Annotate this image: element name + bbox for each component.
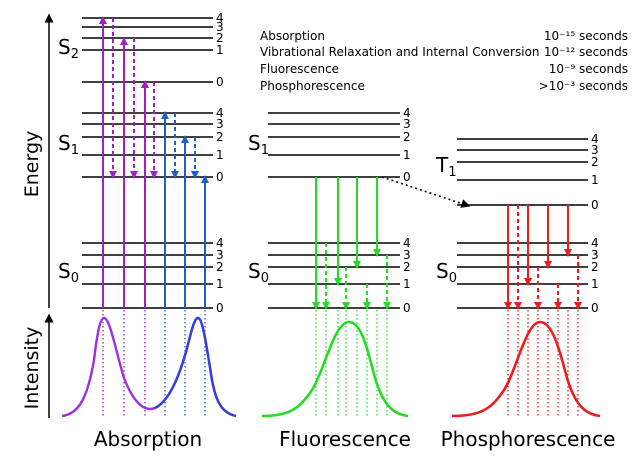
legend-process-fluorescence: Fluorescence xyxy=(260,62,339,76)
legend-time-relaxation: 10⁻¹² seconds xyxy=(544,45,628,59)
state-label-t1: T1 xyxy=(435,153,457,180)
transition-arrows xyxy=(99,16,582,310)
level-number-s0-phos-v3: 3 xyxy=(591,248,599,262)
level-number-s1-fluor-v4: 4 xyxy=(403,106,411,120)
level-number-s1-fluor-v3: 3 xyxy=(403,117,411,131)
level-number-s1-v1: 1 xyxy=(216,148,224,162)
level-number-s0-fluor-v4: 4 xyxy=(403,236,411,250)
level-number-s0-phos-v4: 4 xyxy=(591,236,599,250)
level-number-s1-fluor-v2: 2 xyxy=(403,130,411,144)
state-label-s0-phosphorescence: S0 xyxy=(436,259,457,286)
level-number-s0-v1: 1 xyxy=(216,277,224,291)
state-label-s1: S1 xyxy=(58,131,79,158)
state-labels: S2 S1 S0 S1 S0 T1 S0 xyxy=(58,35,457,286)
state-label-s1-fluorescence: S1 xyxy=(248,131,269,158)
legend-process-phosphorescence: Phosphorescence xyxy=(260,79,365,93)
intersystem-crossing-arrow xyxy=(381,176,471,208)
legend-time-absorption: 10⁻¹⁵ seconds xyxy=(544,29,628,43)
level-number-s1-v3: 3 xyxy=(216,117,224,131)
absorption-spectrum-curve-blue xyxy=(154,316,237,418)
level-number-t1-v4: 4 xyxy=(591,132,599,146)
spectrum-droplines xyxy=(102,310,579,416)
level-number-s1-v0: 0 xyxy=(216,170,224,184)
level-number-s0-phos-v1: 1 xyxy=(591,277,599,291)
level-number-s0-fluor-v0: 0 xyxy=(403,301,411,315)
level-number-s0-phos-v2: 2 xyxy=(591,260,599,274)
level-number-s2-v1: 1 xyxy=(216,43,224,57)
level-number-s1-v2: 2 xyxy=(216,130,224,144)
level-number-s1-fluor-v0: 0 xyxy=(403,170,411,184)
state-label-s2: S2 xyxy=(58,35,79,62)
phosphorescence-spectrum-curve xyxy=(451,320,601,418)
panel-title-fluorescence: Fluorescence xyxy=(279,427,411,451)
level-number-s0-v3: 3 xyxy=(216,248,224,262)
level-number-s2-v4: 4 xyxy=(216,11,224,25)
legend-time-fluorescence: 10⁻⁹ seconds xyxy=(549,62,628,76)
panel-title-absorption: Absorption xyxy=(94,427,202,451)
panel-title-phosphorescence: Phosphorescence xyxy=(441,427,616,451)
level-number-t1-v3: 3 xyxy=(591,143,599,157)
level-number-s0-v0: 0 xyxy=(216,301,224,315)
level-number-t1-v1: 1 xyxy=(591,173,599,187)
level-number-s2-v2: 2 xyxy=(216,31,224,45)
level-number-s1-fluor-v1: 1 xyxy=(403,148,411,162)
legend-process-absorption: Absorption xyxy=(260,29,325,43)
level-number-s0-v2: 2 xyxy=(216,260,224,274)
state-label-s0: S0 xyxy=(58,259,79,286)
panel-titles: Absorption Fluorescence Phosphorescence xyxy=(94,427,616,451)
legend-process-relaxation: Vibrational Relaxation and Internal Conv… xyxy=(260,45,540,59)
fluorescence-spectrum-curve xyxy=(261,320,409,418)
level-number-s2-v0: 0 xyxy=(216,75,224,89)
level-number-s2-v3: 3 xyxy=(216,20,224,34)
legend-time-phosphorescence: >10⁻³ seconds xyxy=(539,79,628,93)
level-number-t1-v2: 2 xyxy=(591,155,599,169)
energy-axis: Energy xyxy=(21,13,54,308)
level-number-s1-v4: 4 xyxy=(216,106,224,120)
emission-spectra xyxy=(61,316,601,418)
level-number-s0-fluor-v2: 2 xyxy=(403,260,411,274)
energy-axis-label: Energy xyxy=(21,131,43,198)
intensity-axis: Intensity xyxy=(21,313,54,418)
level-number-s0-v4: 4 xyxy=(216,236,224,250)
level-number-s0-fluor-v1: 1 xyxy=(403,277,411,291)
intensity-axis-label: Intensity xyxy=(21,327,43,410)
level-number-s0-phos-v0: 0 xyxy=(591,301,599,315)
level-number-s0-fluor-v3: 3 xyxy=(403,248,411,262)
level-number-t1-v0: 0 xyxy=(591,198,599,212)
state-label-s0-fluorescence: S0 xyxy=(248,259,269,286)
timescale-legend: Absorption Vibrational Relaxation and In… xyxy=(260,29,628,93)
